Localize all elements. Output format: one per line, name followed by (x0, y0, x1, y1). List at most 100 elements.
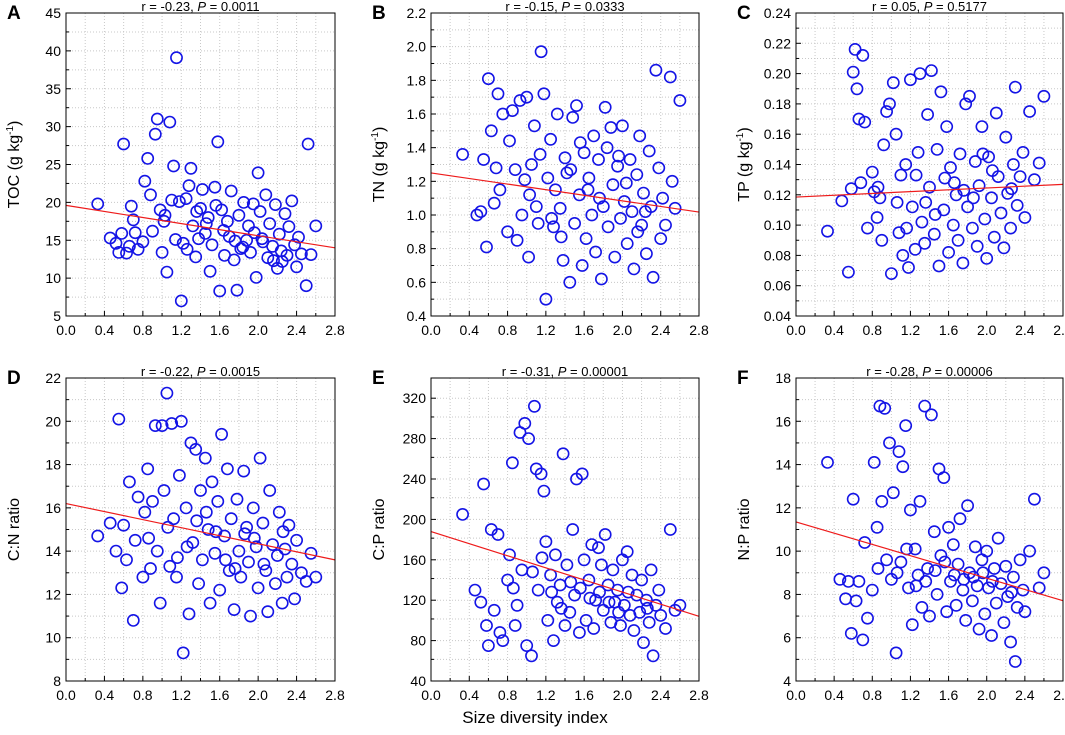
data-point (518, 173, 532, 187)
data-point (932, 259, 946, 273)
x-tick-label: 1.6 (939, 322, 959, 338)
data-point (155, 419, 169, 432)
x-tick-label: 2.0 (248, 687, 268, 703)
data-point (878, 401, 892, 415)
data-point (640, 593, 653, 607)
data-point (1013, 553, 1027, 567)
data-point (280, 570, 294, 584)
data-point (644, 563, 658, 577)
data-point (953, 147, 967, 161)
y-tick-label: 8 (53, 673, 61, 689)
data-point (172, 195, 186, 208)
data-point (846, 492, 860, 506)
data-point (927, 227, 941, 241)
data-point (539, 292, 553, 306)
data-point (959, 97, 973, 111)
y-tick-label: 240 (403, 471, 427, 487)
data-point (970, 239, 984, 253)
data-point (849, 594, 863, 608)
data-point (1005, 182, 1018, 196)
data-point (963, 89, 976, 103)
y-tick-label: 2.0 (407, 39, 427, 55)
data-point (526, 565, 539, 579)
plot-frame (430, 12, 700, 317)
y-tick-label: 1.0 (407, 207, 427, 223)
data-point (871, 562, 885, 575)
data-point (989, 596, 1003, 610)
y-tick-label: 0.8 (407, 241, 427, 257)
x-tick-label: 2.4 (1015, 322, 1035, 338)
x-tick-label: 2.4 (287, 322, 307, 338)
data-point (938, 555, 952, 569)
data-point (240, 520, 253, 534)
data-point (547, 634, 560, 647)
data-point (999, 130, 1013, 144)
data-point (253, 205, 267, 218)
data-point (222, 564, 236, 577)
plot-frame (65, 12, 336, 317)
stat-r: r = -0.23, (141, 0, 197, 14)
data-point (153, 596, 167, 610)
x-tick-label: 2.4 (287, 687, 307, 703)
data-point (928, 564, 942, 577)
data-point (930, 142, 944, 156)
data-point (180, 540, 194, 554)
y-tick-label: 80 (410, 633, 426, 649)
data-point (589, 593, 602, 607)
data-point (1004, 221, 1017, 235)
data-point (203, 596, 217, 610)
data-point (148, 127, 162, 141)
data-point (491, 528, 505, 541)
data-point (211, 494, 225, 508)
data-point (115, 226, 129, 240)
data-point (209, 198, 223, 212)
x-tick-label: 2.8 (1053, 322, 1065, 338)
data-point (203, 264, 217, 278)
data-point (545, 585, 558, 599)
stat-r: r = -0.22, (141, 364, 197, 379)
data-point (1007, 158, 1020, 171)
x-tick-label: 2.0 (977, 687, 997, 703)
data-point (549, 548, 562, 562)
stat-title: r = 0.05, P = 0.5177 (872, 0, 987, 14)
y-tick-label: 1.8 (407, 72, 427, 88)
data-point (179, 501, 193, 515)
data-point (112, 412, 126, 426)
data-point (242, 555, 255, 569)
data-point (875, 494, 889, 508)
data-point (997, 616, 1011, 629)
data-point (663, 70, 677, 84)
x-tick-label: 1.6 (939, 687, 959, 703)
y-tick-label: 0.14 (764, 157, 791, 173)
x-tick-label: 2.4 (1015, 687, 1035, 703)
data-point (272, 505, 286, 519)
data-point (880, 105, 893, 118)
y-tick-label: 16 (45, 500, 61, 516)
data-point (854, 176, 868, 190)
data-point (506, 581, 520, 595)
data-point (160, 386, 174, 400)
data-point (558, 151, 572, 165)
data-point (844, 627, 858, 640)
plot-frame (795, 12, 1064, 317)
data-point (938, 171, 952, 185)
data-point (224, 512, 238, 526)
data-point (646, 649, 660, 663)
x-tick-label: 0.0 (421, 322, 441, 338)
data-point (919, 575, 933, 588)
data-point (852, 575, 866, 588)
data-point (659, 218, 672, 232)
data-point (537, 484, 551, 498)
y-tick-label: 200 (403, 511, 427, 527)
data-point (237, 464, 251, 478)
data-point (870, 211, 884, 224)
data-point (531, 583, 545, 597)
data-point (208, 180, 222, 194)
data-point (163, 559, 177, 573)
y-tick-label: 40 (45, 43, 61, 59)
data-point (525, 158, 538, 171)
data-point (612, 149, 625, 163)
data-point (556, 447, 570, 461)
panel-f: 0.0 0.4 0.8 1.2 1.6 2.0 2.4 2.8 4 6 8 10 12 14 16 18 Fr … (736, 364, 1065, 703)
